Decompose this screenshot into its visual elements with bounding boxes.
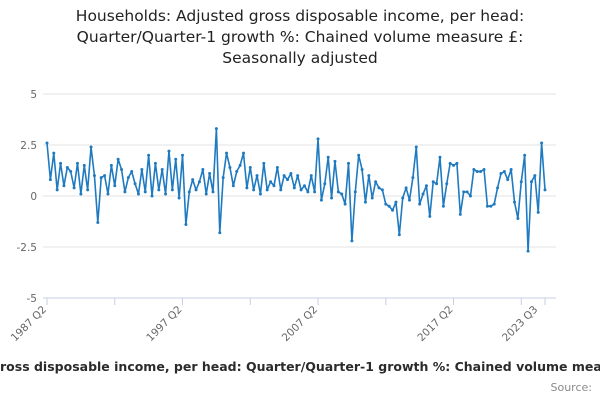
- svg-text:-2.5: -2.5: [17, 242, 38, 254]
- svg-text:1997 Q2: 1997 Q2: [144, 304, 184, 344]
- chart-plot-area: 5 2.5 0 -2.5 -5 1987 Q2 1997 Q2 2007 Q2 2017 Q2…: [9, 89, 556, 344]
- svg-text:2007 Q2: 2007 Q2: [280, 304, 320, 344]
- x-axis-tick-labels: 1987 Q2 1997 Q2 2007 Q2 2017 Q2 2023 Q3: [9, 304, 541, 344]
- svg-text:2.5: 2.5: [20, 140, 37, 152]
- svg-text:-5: -5: [27, 293, 37, 305]
- footer-note: ross disposable income, per head: Quarte…: [0, 359, 600, 374]
- footer-note-text: ross disposable income, per head: Quarte…: [0, 359, 600, 374]
- x-axis: [46, 298, 546, 305]
- chart-title: Households: Adjusted gross disposable in…: [75, 7, 525, 67]
- data-series-markers[interactable]: [45, 127, 547, 253]
- svg-text:2017 Q2: 2017 Q2: [415, 304, 455, 344]
- y-axis-tick-labels: 5 2.5 0 -2.5 -5: [17, 89, 38, 305]
- source-label: Source:: [550, 381, 593, 394]
- svg-text:5: 5: [30, 89, 37, 101]
- gridlines-group: [43, 93, 556, 299]
- svg-text:0: 0: [30, 191, 37, 203]
- svg-text:1987 Q2: 1987 Q2: [9, 304, 49, 344]
- data-series-line[interactable]: [46, 127, 546, 252]
- svg-text:2023 Q3: 2023 Q3: [500, 304, 540, 344]
